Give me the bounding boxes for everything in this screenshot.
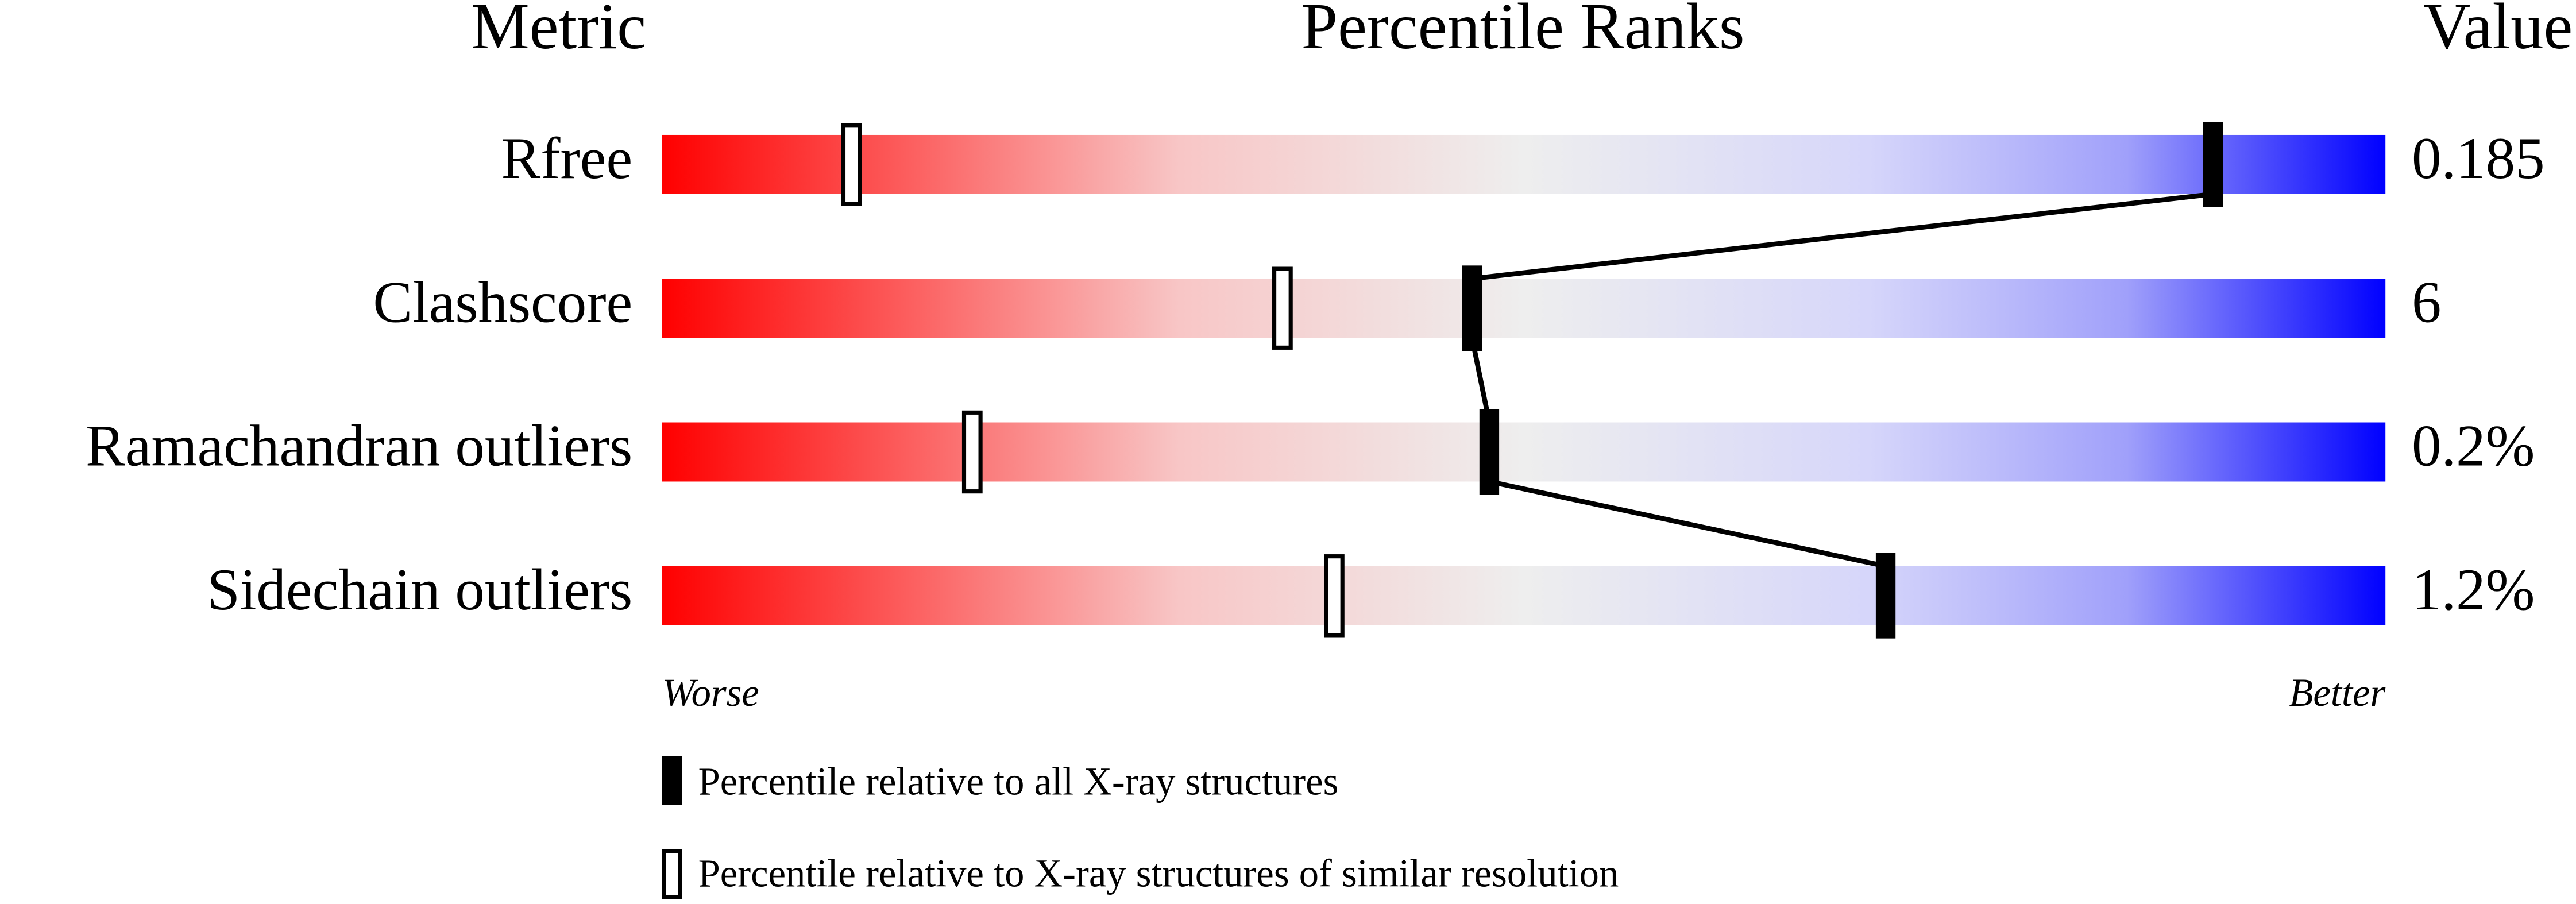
- connector-line: [1472, 191, 2214, 281]
- connector-line: [1489, 479, 1886, 569]
- percentile-similar-marker: [1324, 554, 1345, 638]
- slider-bar: [662, 566, 2386, 625]
- legend-similar: Percentile relative to X-ray structures …: [698, 852, 1619, 895]
- percentile-all-marker: [1875, 553, 1896, 639]
- metric-value: 6: [2412, 269, 2441, 335]
- legend-filled-icon: [662, 756, 682, 805]
- metric-header: Metric: [471, 0, 646, 63]
- metric-value: 0.185: [2412, 126, 2545, 191]
- metric-label: Ramachandran outliers: [86, 414, 632, 479]
- percentile-similar-marker: [841, 123, 862, 206]
- ranks-header: Percentile Ranks: [1301, 0, 1745, 63]
- worse-label: Worse: [662, 671, 759, 714]
- better-label: Better: [2289, 671, 2386, 714]
- metric-value: 1.2%: [2412, 557, 2535, 623]
- slider-bar: [662, 279, 2386, 338]
- metric-label: Rfree: [501, 126, 633, 191]
- percentile-similar-marker: [961, 410, 983, 494]
- slider-bar: [662, 422, 2386, 482]
- slider-bar: [662, 134, 2386, 194]
- percentile-all-marker: [1479, 409, 1500, 495]
- metric-label: Clashscore: [373, 269, 632, 335]
- metric-label: Sidechain outliers: [207, 557, 633, 623]
- metric-value: 0.2%: [2412, 414, 2535, 479]
- legend-all: Percentile relative to all X-ray structu…: [698, 759, 1339, 803]
- percentile-all-marker: [2203, 122, 2223, 207]
- percentile-all-marker: [1462, 265, 1482, 351]
- connector-line: [1469, 337, 1492, 423]
- percentile-similar-marker: [1272, 266, 1293, 350]
- legend-open-icon: [661, 849, 682, 899]
- value-header: Value: [2423, 0, 2573, 63]
